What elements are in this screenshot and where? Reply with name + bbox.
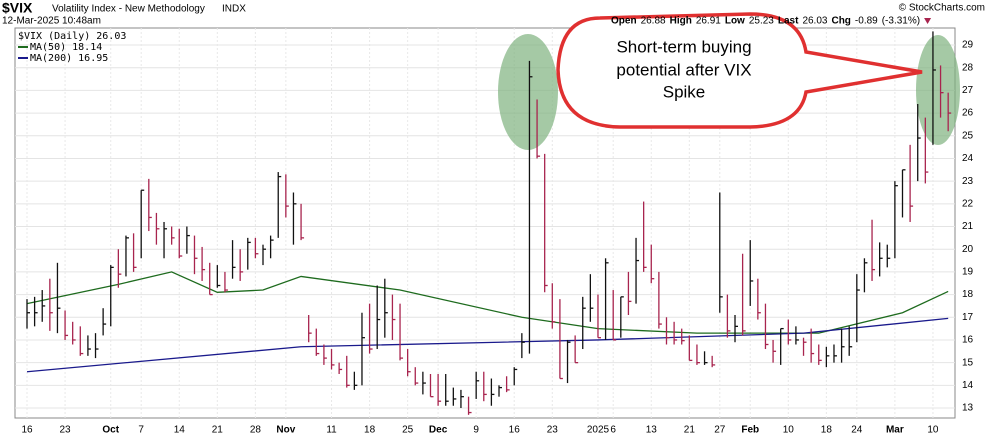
credit: © StockCharts.com (899, 3, 985, 14)
x-tick-label: 7 (138, 425, 144, 436)
x-tick-label: 14 (174, 425, 186, 436)
annotation: potential after VIX (616, 60, 751, 79)
y-tick-label: 26 (962, 108, 974, 119)
x-tick-label: 13 (646, 425, 658, 436)
annotation: Spike (663, 82, 706, 101)
annotation: Short-term buying (616, 37, 751, 56)
marks (26, 31, 952, 415)
x-tick-label: 27 (714, 425, 726, 436)
quote-label: High (670, 16, 692, 27)
x-tick-label: 25 (402, 425, 414, 436)
exchange: INDX (222, 4, 246, 15)
x-tick-label: 2025 (587, 425, 610, 436)
x-tick-label: Oct (102, 425, 119, 436)
y-tick-label: 15 (962, 357, 974, 368)
highlight-ellipse (916, 35, 960, 145)
x-tick-label: 10 (783, 425, 795, 436)
x-tick-label: 18 (821, 425, 833, 436)
x-tick-label: 23 (547, 425, 559, 436)
quote-value: 25.23 (749, 16, 774, 27)
y-tick-label: 18 (962, 289, 974, 300)
date: 12-Mar-2025 10:48am (2, 16, 101, 27)
moving-average-line (26, 317, 949, 373)
quote-value: 26.03 (802, 16, 827, 27)
highlight-ellipse (498, 34, 558, 150)
x-tick-label: 28 (250, 425, 262, 436)
symbol: $VIX (2, 0, 33, 16)
x-tick-label: 10 (927, 425, 939, 436)
quote-value: 26.88 (641, 16, 666, 27)
y-tick-label: 17 (962, 312, 974, 323)
x-tick-label: Feb (741, 425, 759, 436)
y-tick-label: 13 (962, 403, 974, 414)
y-tick-label: 27 (962, 85, 974, 96)
y-tick-label: 14 (962, 380, 974, 391)
y-tick-label: 25 (962, 130, 974, 141)
callout (556, 12, 923, 129)
quote-label: Last (778, 16, 799, 27)
x-tick-label: 21 (684, 425, 696, 436)
quote-label: Open (611, 16, 637, 27)
x-tick-label: Nov (276, 425, 295, 436)
y-tick-label: 21 (962, 221, 974, 232)
quote-change-pct: (-3.31%) (882, 16, 920, 27)
y-tick-label: 29 (962, 40, 974, 51)
legend-price: $VIX (Daily) 26.03 (18, 31, 126, 42)
x-tick-label: 21 (212, 425, 224, 436)
x-tick-label: 16 (21, 425, 33, 436)
y-tick-label: 20 (962, 244, 974, 255)
legend-label: MA(200) 16.95 (30, 53, 108, 64)
quote-value: 26.91 (696, 16, 721, 27)
x-tick-label: 9 (473, 425, 479, 436)
x-tick-label: 24 (851, 425, 863, 436)
x-tick-label: Dec (429, 425, 448, 436)
quote-label: Low (725, 16, 745, 27)
y-tick-label: 24 (962, 153, 974, 164)
legend-label: MA(50) 18.14 (30, 42, 102, 53)
y-tick-label: 23 (962, 176, 974, 187)
y-tick-label: 16 (962, 335, 974, 346)
y-tick-label: 22 (962, 198, 974, 209)
x-tick-label: 16 (509, 425, 521, 436)
quote-label: Chg (831, 16, 850, 27)
x-tick-label: 23 (60, 425, 72, 436)
down-arrow (924, 18, 932, 24)
x-tick-label: 11 (326, 425, 337, 436)
quote: Open 26.88 High 26.91 Low 25.23 Last 26.03 Chg -0… (611, 16, 932, 27)
x-tick-label: 18 (364, 425, 376, 436)
title: Volatility Index - New Methodology (52, 4, 205, 15)
y-tick-label: 19 (962, 267, 974, 278)
x-tick-label: 6 (610, 425, 616, 436)
y-tick-label: 28 (962, 62, 974, 73)
moving-average-line (26, 271, 949, 334)
quote-value: -0.89 (855, 16, 878, 27)
x-tick-label: Mar (886, 425, 904, 436)
